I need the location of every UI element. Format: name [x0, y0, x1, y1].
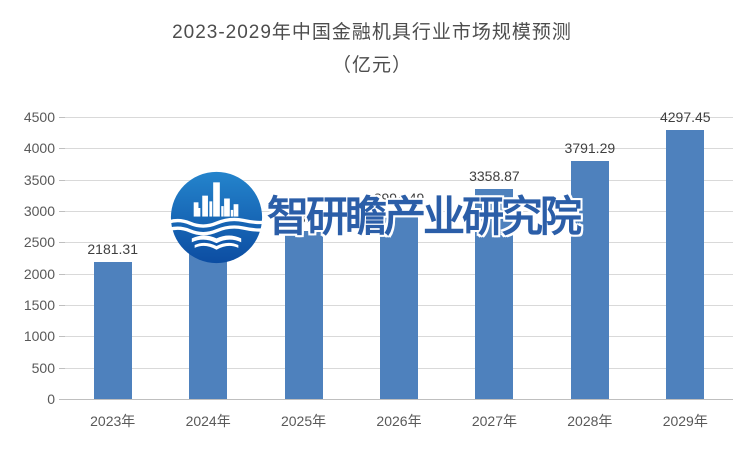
gridline [65, 117, 733, 118]
chart-title: 2023-2029年中国金融机具行业市场规模预测 （亿元） [0, 16, 744, 82]
bar-2024年 [189, 247, 228, 399]
bar-data-label: 4297.45 [659, 108, 711, 125]
y-axis-tick [59, 367, 65, 369]
x-axis-label: 2024年 [185, 413, 231, 429]
y-axis-label: 3000 [23, 203, 55, 219]
chart-title-line2: （亿元） [331, 55, 412, 76]
bar-2026年 [380, 211, 418, 399]
bar-data-label: 3791.29 [564, 140, 616, 157]
y-axis-label: 2500 [23, 234, 55, 251]
y-axis-tick [59, 242, 65, 244]
x-axis-label: 2026年 [376, 413, 422, 429]
bar-2025年 [284, 230, 323, 399]
bar-data-label: 3358.87 [469, 167, 520, 184]
y-axis-label: 500 [31, 359, 55, 376]
gridline [65, 148, 733, 150]
y-axis-label: 1500 [23, 297, 55, 313]
y-axis-tick [59, 148, 65, 150]
x-axis-label: 2028年 [567, 413, 613, 429]
bar-2029年 [666, 129, 705, 399]
y-axis-label: 2000 [23, 265, 55, 282]
x-axis-label: 2023年 [90, 413, 136, 429]
bar-data-label: 2181.31 [87, 241, 138, 258]
x-axis-line [65, 399, 733, 400]
bar-2023年 [93, 262, 132, 399]
chart-title-line1: 2023-2029年中国金融机具行业市场规模预测 [172, 22, 572, 43]
y-axis-label: 4500 [23, 109, 55, 125]
y-axis-tick [59, 179, 65, 181]
x-axis-label: 2025年 [280, 413, 327, 429]
y-axis-label: 0 [47, 391, 55, 407]
y-axis-tick [59, 211, 65, 212]
x-axis-label: 2027年 [471, 413, 517, 429]
x-axis-label: 2029年 [662, 413, 708, 429]
y-axis-tick [59, 117, 65, 118]
y-axis-label: 3500 [23, 171, 55, 188]
y-axis-label: 4000 [23, 140, 55, 157]
y-axis-tick [59, 336, 65, 338]
y-axis-label: 1000 [23, 328, 55, 345]
bar-2028年 [570, 161, 609, 399]
gridline [65, 179, 733, 181]
y-axis-tick [59, 273, 65, 275]
y-axis-tick [59, 399, 65, 400]
bar-2027年 [475, 188, 514, 399]
bar-data-label: 2994.49 [373, 190, 425, 207]
y-axis-tick [59, 305, 65, 306]
bar-data-label: 2688.2 [282, 209, 325, 226]
